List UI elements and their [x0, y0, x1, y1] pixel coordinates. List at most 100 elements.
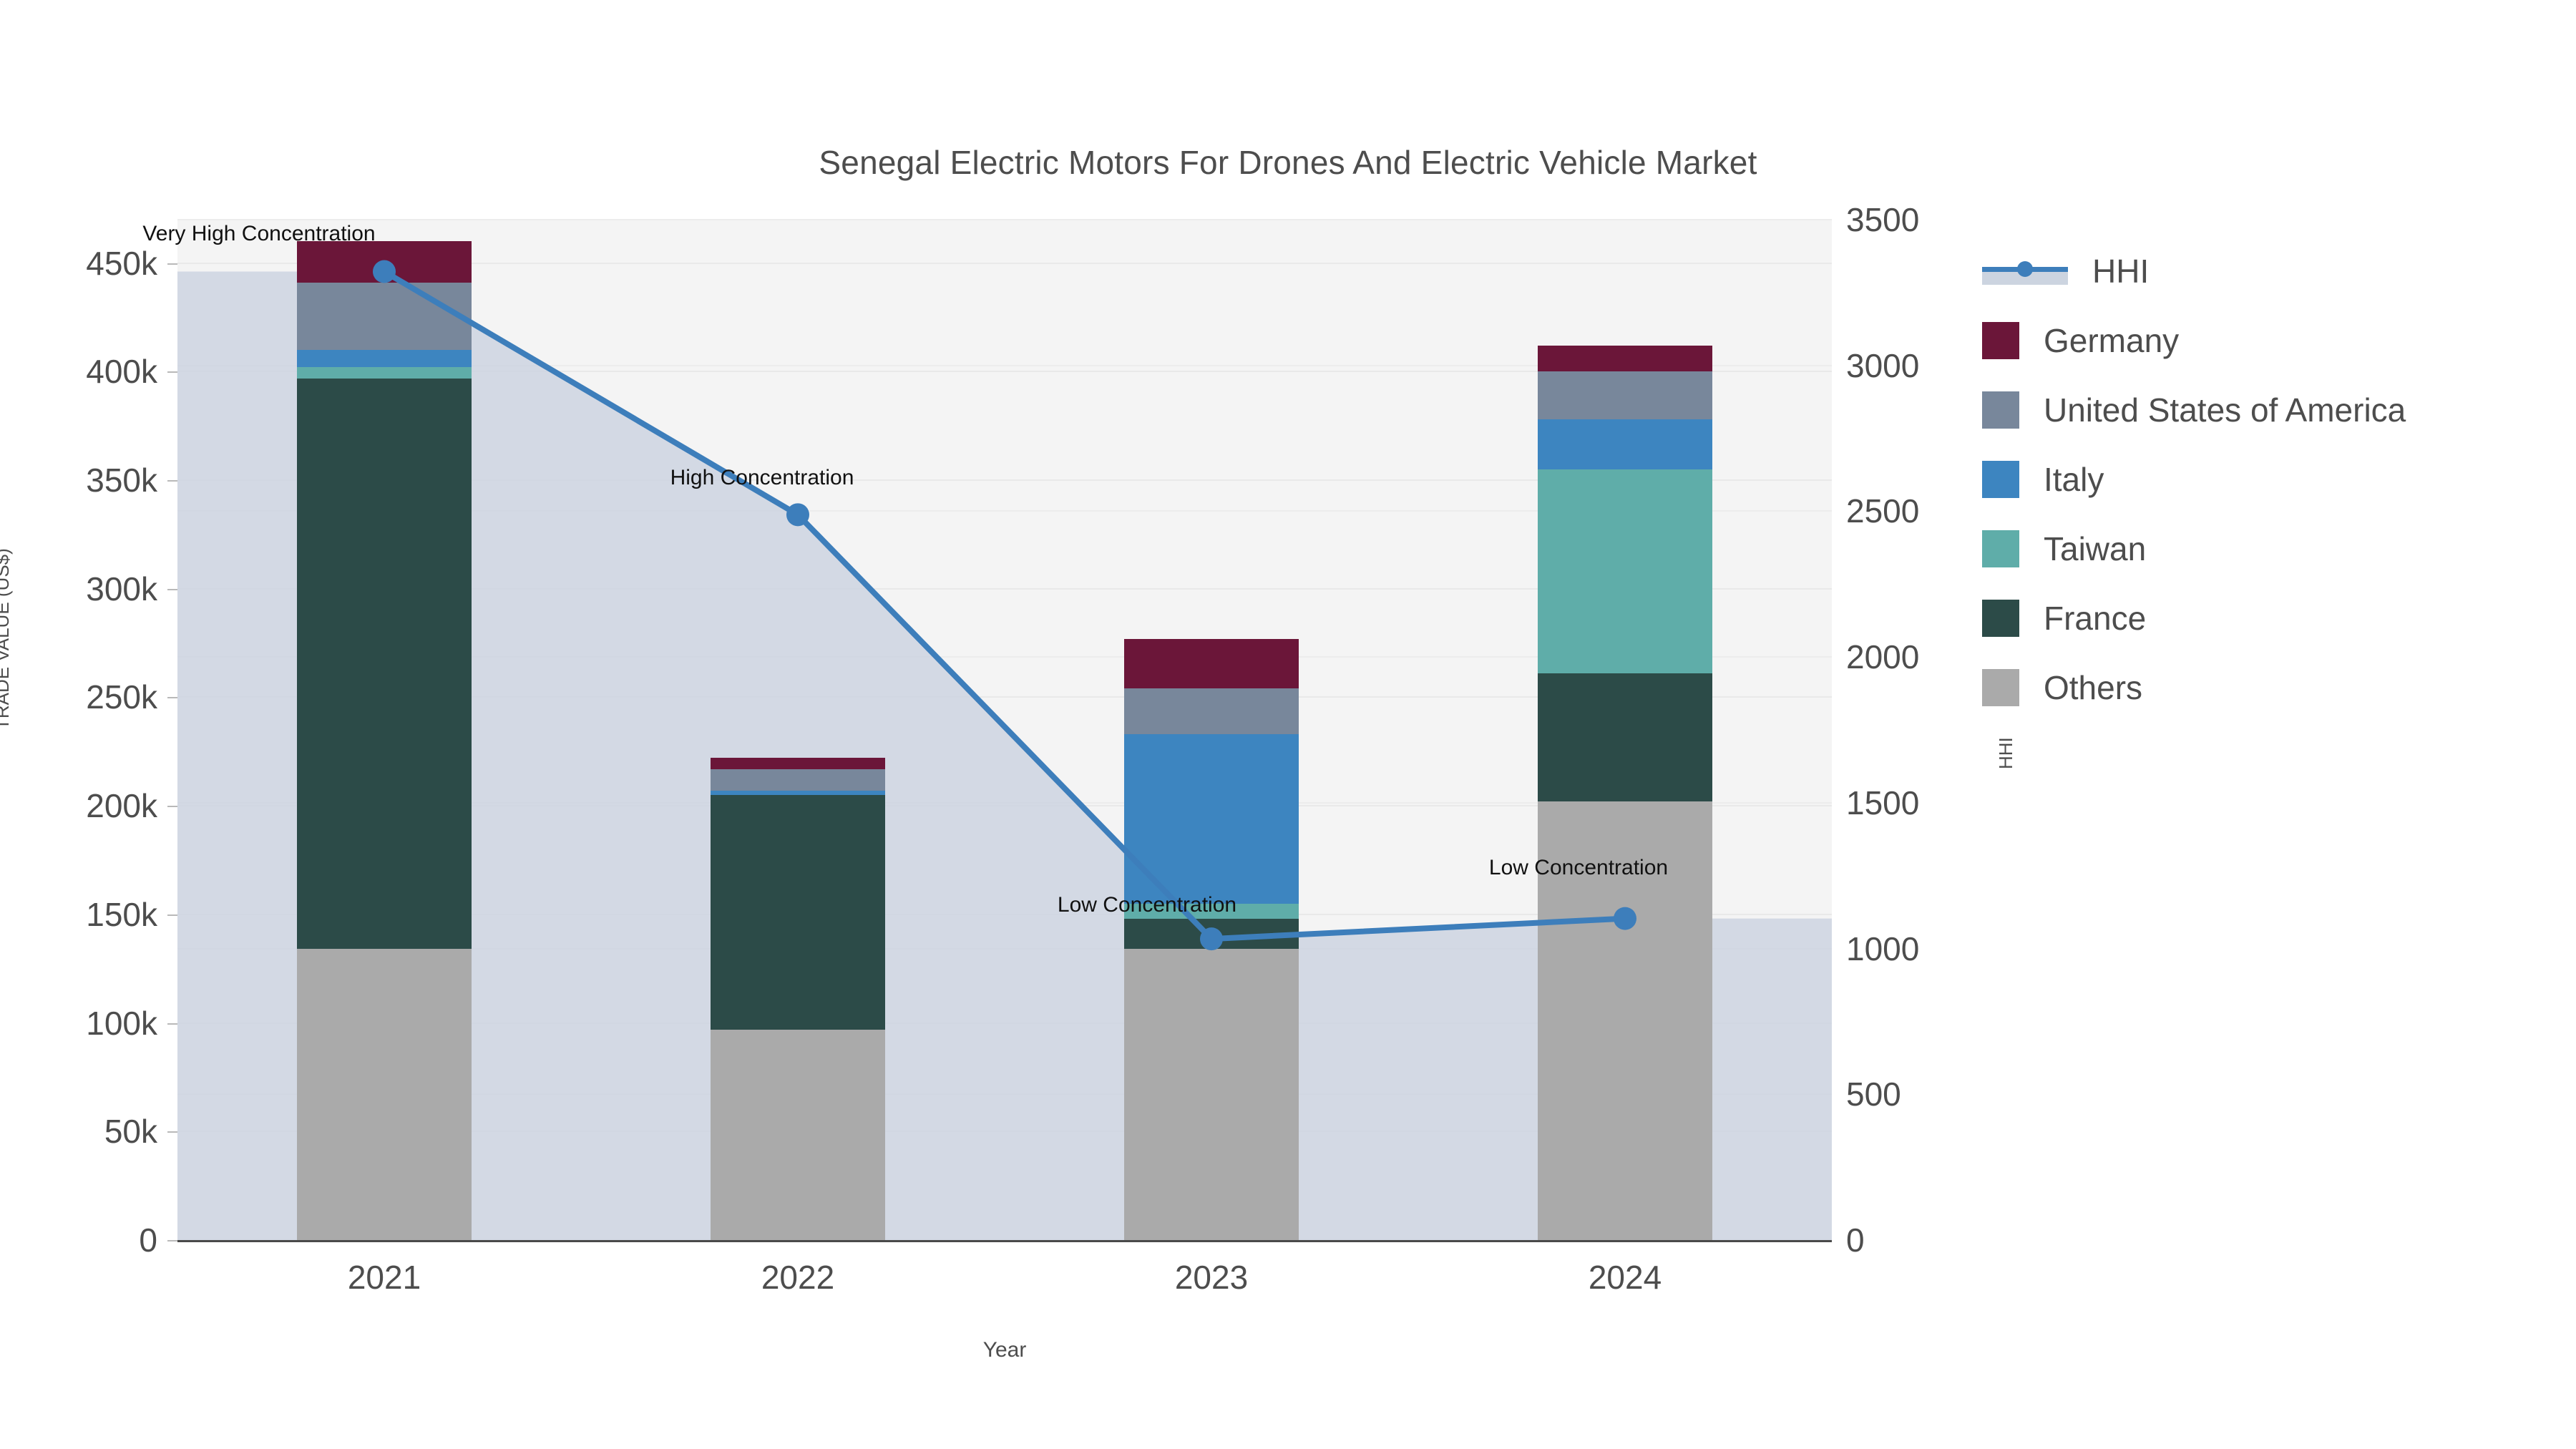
bar-segment-united-states-of-america[interactable]	[711, 769, 885, 791]
hhi-point-2023[interactable]	[1200, 927, 1223, 951]
legend-swatch-united-states-of-america	[1982, 391, 2019, 429]
bar-segment-others[interactable]	[297, 949, 472, 1240]
y-left-tick-label: 150k	[86, 895, 157, 933]
hhi-point-2024[interactable]	[1614, 907, 1636, 930]
bar-segment-others[interactable]	[711, 1029, 885, 1240]
y-left-tick-label: 350k	[86, 462, 157, 499]
annotation-2021: Very High Concentration	[142, 221, 376, 245]
x-tick-2023: 2023	[1174, 1259, 1249, 1296]
bar-segment-france[interactable]	[297, 378, 472, 950]
legend-line-swatch	[1982, 253, 2068, 290]
bar-segment-united-states-of-america[interactable]	[1124, 688, 1299, 735]
bar-segment-united-states-of-america[interactable]	[297, 283, 472, 351]
bar-stack-2023[interactable]	[1124, 220, 1299, 1240]
legend-item-hhi[interactable]: HHI	[1982, 236, 2406, 306]
y-right-tick-label: 500	[1846, 1075, 1901, 1113]
bar-stack-2024[interactable]	[1538, 220, 1712, 1240]
legend-swatch-taiwan	[1982, 530, 2019, 567]
hhi-area	[177, 271, 1832, 1241]
y-left-tick-label: 50k	[104, 1113, 157, 1151]
y-right-tick-label: 3500	[1846, 201, 1920, 238]
bar-segment-taiwan[interactable]	[1124, 903, 1299, 919]
y-right-tick-label: 1500	[1846, 784, 1920, 821]
x-axis-line	[177, 1240, 1832, 1242]
y-left-tickmark	[167, 371, 177, 374]
y-right-tick-label: 1000	[1846, 930, 1920, 967]
bar-segment-france[interactable]	[711, 795, 885, 1030]
bar-stack-2022[interactable]	[711, 220, 885, 1240]
legend-item-germany[interactable]: Germany	[1982, 306, 2406, 375]
legend-swatch-france	[1982, 599, 2019, 637]
hhi-point-2022[interactable]	[786, 503, 809, 527]
gridline	[177, 262, 1832, 264]
gridline	[177, 510, 1832, 512]
y-left-tick-label: 250k	[86, 678, 157, 716]
y-left-tick-label: 450k	[86, 244, 157, 282]
legend-label-others: Others	[2044, 668, 2143, 706]
y-left-tickmark	[167, 914, 177, 916]
hhi-point-2021[interactable]	[373, 260, 396, 283]
legend-item-italy[interactable]: Italy	[1982, 444, 2406, 514]
legend-label-germany: Germany	[2044, 321, 2180, 359]
bar-segment-germany[interactable]	[711, 758, 885, 769]
bar-segment-taiwan[interactable]	[1538, 469, 1712, 674]
legend-item-others[interactable]: Others	[1982, 653, 2406, 722]
y-left-tickmark	[167, 697, 177, 699]
hhi-area-fill	[177, 220, 1832, 1241]
bar-segment-germany[interactable]	[1538, 345, 1712, 372]
gridline	[177, 696, 1832, 698]
y-right-tick-label: 2500	[1846, 492, 1920, 530]
y-left-tickmark	[167, 588, 177, 590]
bar-segment-france[interactable]	[1538, 673, 1712, 802]
x-tick-2022: 2022	[761, 1259, 835, 1296]
y-axis-right-label: HHI	[1995, 737, 2016, 769]
legend-item-united-states-of-america[interactable]: United States of America	[1982, 375, 2406, 444]
gridline	[177, 371, 1832, 373]
hhi-line-svg	[373, 260, 1636, 951]
bar-segment-italy[interactable]	[297, 350, 472, 368]
bar-segment-united-states-of-america[interactable]	[1538, 371, 1712, 420]
gridline	[177, 364, 1832, 366]
y-left-tick-label: 100k	[86, 1004, 157, 1042]
bar-segment-germany[interactable]	[1124, 638, 1299, 689]
y-left-tickmark	[167, 480, 177, 482]
y-left-tick-label: 200k	[86, 787, 157, 825]
gridline	[177, 219, 1832, 220]
bar-segment-italy[interactable]	[711, 790, 885, 796]
hhi-line-layer	[177, 220, 1832, 1240]
legend-swatch-germany	[1982, 321, 2019, 359]
y-right-tick-label: 2000	[1846, 638, 1920, 676]
y-left-tickmark	[167, 806, 177, 808]
bar-stack-2021[interactable]	[297, 220, 472, 1240]
legend: HHI Germany United States of America Italy T…	[1982, 236, 2406, 722]
x-tick-2024: 2024	[1588, 1259, 1662, 1296]
legend-item-taiwan[interactable]: Taiwan	[1982, 514, 2406, 583]
y-left-tick-label: 300k	[86, 570, 157, 608]
legend-label-hhi: HHI	[2092, 252, 2150, 290]
legend-swatch-others	[1982, 668, 2019, 706]
bar-segment-others[interactable]	[1538, 801, 1712, 1240]
x-tick-2021: 2021	[347, 1259, 421, 1296]
hhi-line[interactable]	[381, 268, 1628, 942]
y-left-tick-label: 0	[139, 1221, 157, 1259]
y-right-tick-label: 0	[1846, 1221, 1865, 1259]
legend-label-france: France	[2044, 599, 2147, 637]
gridline	[177, 587, 1832, 590]
legend-item-france[interactable]: France	[1982, 583, 2406, 653]
y-right-tick-label: 3000	[1846, 346, 1920, 384]
bar-segment-taiwan[interactable]	[297, 367, 472, 379]
annotation-2023: Low Concentration	[1057, 893, 1237, 917]
bar-segment-others[interactable]	[1124, 949, 1299, 1240]
annotation-2024: Low Concentration	[1488, 855, 1669, 879]
gridline	[177, 656, 1832, 658]
legend-line-area	[1982, 271, 2068, 285]
y-left-tickmark	[167, 1240, 177, 1241]
y-left-tickmark	[167, 1023, 177, 1025]
y-left-tickmark	[167, 263, 177, 265]
legend-label-taiwan: Taiwan	[2044, 530, 2147, 567]
bar-segment-italy[interactable]	[1538, 419, 1712, 469]
y-left-tickmark	[167, 1131, 177, 1133]
legend-label-italy: Italy	[2044, 460, 2104, 498]
hhi-area-path	[177, 271, 1832, 1241]
